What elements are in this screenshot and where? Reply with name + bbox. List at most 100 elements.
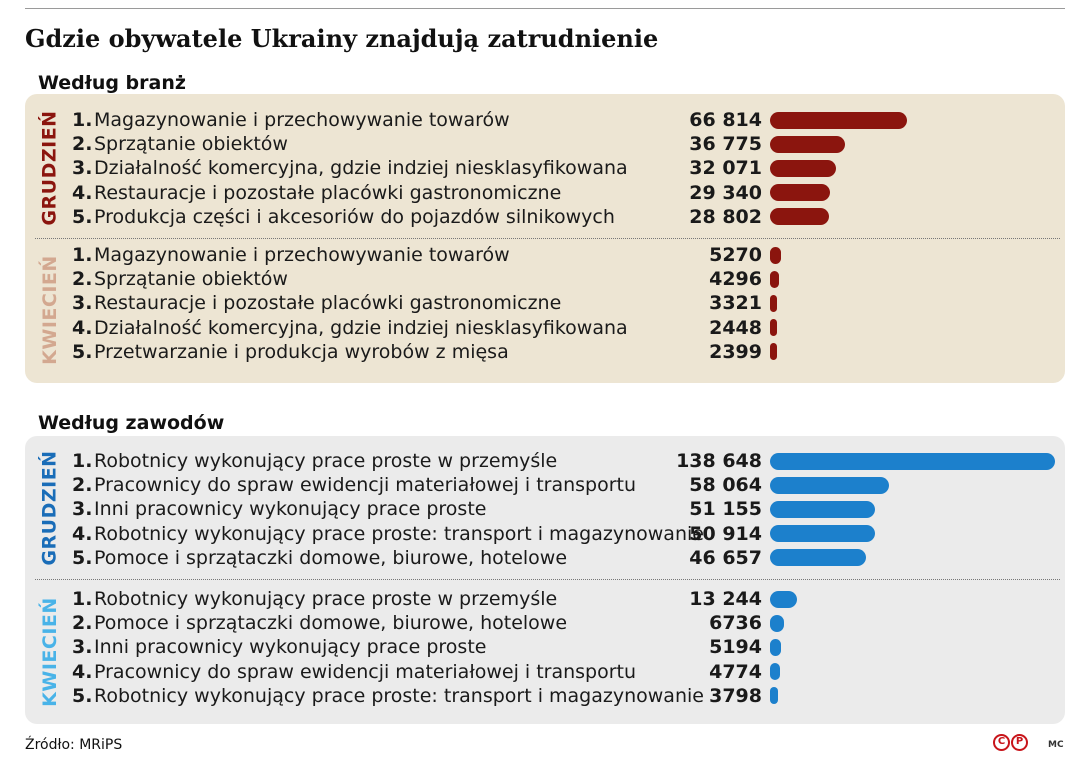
rank-number: 2. [72, 612, 93, 635]
category-label: Pomoce i sprzątaczki domowe, biurowe, ho… [94, 612, 568, 635]
category-label: Pomoce i sprzątaczki domowe, biurowe, ho… [94, 546, 568, 569]
value-label: 66 814 [689, 109, 762, 131]
list-item: 1. Magazynowanie i przechowywanie towarów… [72, 108, 762, 132]
rank-number: 5. [72, 684, 93, 707]
bar [770, 319, 777, 337]
bar [770, 294, 777, 312]
industry-divider [35, 238, 1060, 239]
rank-number: 1. [72, 588, 93, 610]
source-note: Źródło: MRiPS [25, 737, 123, 753]
industry-kwiecien-label: KWIECIEŃ [39, 255, 61, 365]
value-label: 2448 [709, 316, 762, 339]
rank-number: 3. [72, 157, 93, 180]
bar [770, 476, 890, 494]
rank-number: 5. [72, 205, 93, 228]
value-label: 6736 [709, 612, 762, 635]
logo-letter: C [993, 734, 1010, 751]
list-item: 5. Przetwarzanie i produkcja wyrobów z mi… [72, 340, 762, 364]
rank-number: 5. [72, 340, 93, 363]
bar [770, 270, 779, 288]
rank-number: 4. [72, 316, 93, 339]
value-label: 2399 [709, 340, 762, 363]
bar [770, 246, 781, 264]
list-item: 2. Pomoce i sprzątaczki domowe, biurowe, … [72, 611, 762, 635]
author-credit: MC [1048, 740, 1064, 750]
list-item: 1. Robotnicy wykonujący prace proste w pr… [72, 449, 762, 473]
category-label: Restauracje i pozostałe placówki gastron… [94, 292, 562, 315]
category-label: Robotnicy wykonujący prace proste: trans… [94, 522, 704, 545]
list-item: 3. Inni pracownicy wykonujący prace prost… [72, 635, 762, 659]
category-label: Pracownicy do spraw ewidencji materiałow… [94, 660, 637, 683]
value-label: 28 802 [689, 205, 762, 228]
value-label: 3798 [709, 684, 762, 707]
logo-letter: P [1011, 734, 1028, 751]
publisher-logo: C P [993, 734, 1028, 751]
bar [770, 687, 778, 705]
bar [770, 208, 830, 226]
category-label: Inni pracownicy wykonujący prace proste [94, 636, 487, 659]
list-item: 4. Robotnicy wykonujący prace proste: tra… [72, 522, 762, 546]
industry-grudzien-label: GRUDZIEŃ [39, 110, 61, 226]
occupation-kwiecien-label: KWIECIEŃ [39, 597, 61, 707]
category-label: Restauracje i pozostałe placówki gastron… [94, 181, 562, 204]
value-label: 4774 [709, 660, 762, 683]
value-label: 36 775 [689, 133, 762, 156]
rank-number: 1. [72, 244, 93, 266]
rank-number: 2. [72, 268, 93, 291]
value-label: 58 064 [689, 474, 762, 497]
category-label: Magazynowanie i przechowywanie towarów [94, 109, 510, 131]
value-label: 29 340 [689, 181, 762, 204]
list-item: 3. Restauracje i pozostałe placówki gastr… [72, 291, 762, 315]
list-item: 4. Działalność komercyjna, gdzie indziej … [72, 316, 762, 340]
category-label: Pracownicy do spraw ewidencji materiałow… [94, 474, 637, 497]
occupation-grudzien-label: GRUDZIEŃ [39, 450, 61, 566]
value-label: 4296 [709, 268, 762, 291]
list-item: 3. Inni pracownicy wykonujący prace prost… [72, 497, 762, 521]
rank-number: 2. [72, 133, 93, 156]
bar [770, 159, 836, 177]
occupation-divider [35, 579, 1060, 580]
rank-number: 3. [72, 498, 93, 521]
category-label: Robotnicy wykonujący prace proste: trans… [94, 684, 704, 707]
rank-number: 3. [72, 292, 93, 315]
category-label: Przetwarzanie i produkcja wyrobów z mięs… [94, 340, 509, 363]
category-label: Robotnicy wykonujący prace proste w prze… [94, 588, 558, 610]
list-item: 2. Pracownicy do spraw ewidencji materiał… [72, 473, 762, 497]
value-label: 51 155 [689, 498, 762, 521]
rank-number: 4. [72, 522, 93, 545]
bar [770, 614, 784, 632]
bar [770, 500, 876, 518]
category-label: Sprzątanie obiektów [94, 268, 288, 291]
occupation-panel [25, 436, 1065, 724]
list-item: 3. Działalność komercyjna, gdzie indziej … [72, 156, 762, 180]
value-label: 13 244 [689, 588, 762, 610]
category-label: Sprzątanie obiektów [94, 133, 288, 156]
category-label: Robotnicy wykonujący prace proste w prze… [94, 450, 558, 472]
category-label: Działalność komercyjna, gdzie indziej ni… [94, 157, 628, 180]
rank-number: 4. [72, 660, 93, 683]
value-label: 138 648 [676, 450, 762, 472]
category-label: Działalność komercyjna, gdzie indziej ni… [94, 316, 628, 339]
rank-number: 5. [72, 546, 93, 569]
list-item: 5. Robotnicy wykonujący prace proste: tra… [72, 684, 762, 708]
bar [770, 184, 831, 202]
value-label: 50 914 [689, 522, 762, 545]
bar [770, 111, 907, 129]
list-item: 1. Magazynowanie i przechowywanie towarów… [72, 243, 762, 267]
list-item: 4. Pracownicy do spraw ewidencji materiał… [72, 660, 762, 684]
list-item: 5. Pomoce i sprzątaczki domowe, biurowe, … [72, 546, 762, 570]
rank-number: 2. [72, 474, 93, 497]
bar [770, 525, 875, 543]
chart-title: Gdzie obywatele Ukrainy znajdują zatrudn… [25, 24, 659, 53]
top-rule [25, 8, 1065, 9]
section-title-industry: Według branż [38, 72, 186, 94]
section-title-occupation: Według zawodów [38, 412, 225, 434]
bar [770, 343, 777, 361]
value-label: 32 071 [689, 157, 762, 180]
list-item: 1. Robotnicy wykonujący prace proste w pr… [72, 587, 762, 611]
bar [770, 663, 780, 681]
rank-number: 4. [72, 181, 93, 204]
value-label: 5194 [709, 636, 762, 659]
value-label: 5270 [709, 244, 762, 266]
value-label: 3321 [709, 292, 762, 315]
